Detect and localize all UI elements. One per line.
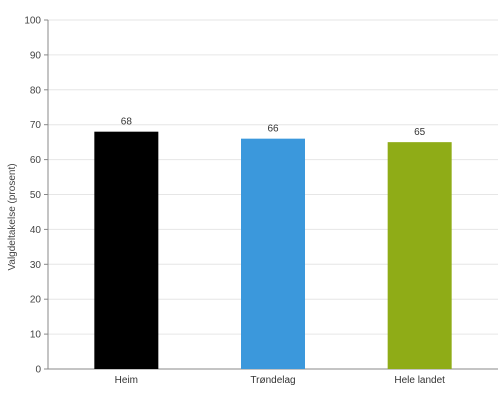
bar-value-label: 66 <box>267 124 279 135</box>
y-tick-label: 80 <box>30 85 42 96</box>
y-tick-label: 100 <box>24 16 41 27</box>
y-tick-label: 40 <box>30 225 42 236</box>
bar-heim <box>94 131 159 369</box>
y-tick-label: 30 <box>30 260 42 271</box>
x-category-label: Trøndelag <box>250 375 295 386</box>
y-axis-title: Valgdeltakelse (prosent) <box>7 163 18 270</box>
y-tick-label: 50 <box>30 190 42 201</box>
data-labels: 68 66 65 <box>121 117 426 138</box>
y-tick-label: 70 <box>30 120 42 131</box>
y-tick-label: 60 <box>30 155 42 166</box>
bar-hele-landet <box>387 142 452 369</box>
x-category-label: Hele landet <box>394 375 445 386</box>
x-category-label: Heim <box>115 375 138 386</box>
y-tick-label: 20 <box>30 295 42 306</box>
bar-trøndelag <box>241 138 305 369</box>
bars <box>94 131 452 369</box>
y-tick-label: 90 <box>30 50 42 61</box>
y-tick-label: 10 <box>30 330 42 341</box>
y-tick-label: 0 <box>35 365 41 376</box>
bar-value-label: 68 <box>121 117 133 128</box>
bar-value-label: 65 <box>414 127 426 138</box>
